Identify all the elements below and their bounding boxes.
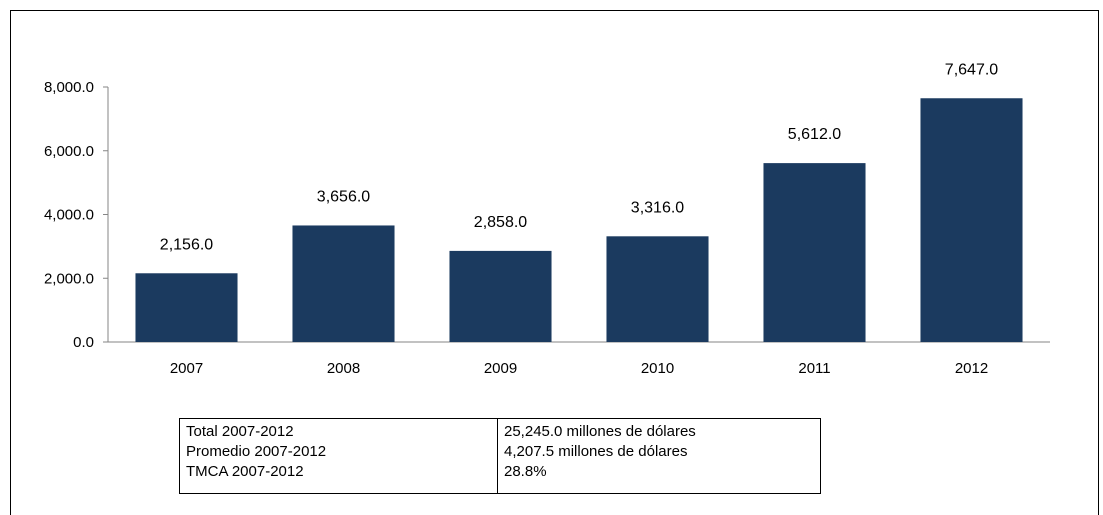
chart-frame bbox=[10, 10, 1099, 515]
y-tick-label: 6,000.0 bbox=[44, 143, 94, 160]
bar-2011 bbox=[763, 163, 866, 342]
y-tick-label: 4,000.0 bbox=[44, 207, 94, 224]
x-tick-label-2007: 2007 bbox=[170, 360, 203, 377]
x-tick-label-2010: 2010 bbox=[641, 360, 674, 377]
data-label-2010: 3,316.0 bbox=[631, 199, 684, 216]
data-labels: 2,156.0 3,656.0 2,858.0 3,316.0 5,612.0 7,647… bbox=[160, 61, 998, 253]
summary-tmca-value: 28.8% bbox=[504, 463, 547, 480]
bar-2007 bbox=[135, 273, 238, 342]
x-tick-label-2008: 2008 bbox=[327, 360, 360, 377]
summary-values-column: 25,245.0 millones de dólares 4,207.5 mil… bbox=[498, 419, 820, 493]
x-axis: 2007 2008 2009 2010 2011 2012 bbox=[108, 341, 1050, 377]
x-tick-label-2009: 2009 bbox=[484, 360, 517, 377]
summary-total-label: Total 2007-2012 bbox=[186, 423, 294, 440]
y-axis: 0.0 2,000.0 4,000.0 6,000.0 8,000.0 bbox=[44, 79, 109, 351]
summary-table: Total 2007-2012 Promedio 2007-2012 TMCA … bbox=[179, 418, 821, 494]
x-tick-label-2012: 2012 bbox=[955, 360, 988, 377]
y-tick-label: 0.0 bbox=[73, 334, 94, 351]
bars bbox=[135, 98, 1023, 342]
bar-2012 bbox=[920, 98, 1023, 342]
data-label-2008: 3,656.0 bbox=[317, 188, 370, 205]
data-label-2012: 7,647.0 bbox=[945, 61, 998, 78]
data-label-2009: 2,858.0 bbox=[474, 214, 527, 231]
summary-tmca-label: TMCA 2007-2012 bbox=[186, 463, 304, 480]
y-tick-label: 2,000.0 bbox=[44, 270, 94, 287]
summary-average-label: Promedio 2007-2012 bbox=[186, 443, 327, 460]
x-tick-label-2011: 2011 bbox=[798, 360, 830, 377]
summary-labels-column: Total 2007-2012 Promedio 2007-2012 TMCA … bbox=[180, 419, 498, 493]
bar-2008 bbox=[292, 225, 395, 342]
data-label-2011: 5,612.0 bbox=[788, 126, 841, 143]
bar-2010 bbox=[606, 236, 709, 342]
y-tick-label: 8,000.0 bbox=[44, 79, 94, 96]
bar-2009 bbox=[449, 250, 552, 342]
summary-average-value: 4,207.5 millones de dólares bbox=[504, 443, 688, 460]
summary-total-value: 25,245.0 millones de dólares bbox=[504, 423, 696, 440]
data-label-2007: 2,156.0 bbox=[160, 236, 213, 253]
